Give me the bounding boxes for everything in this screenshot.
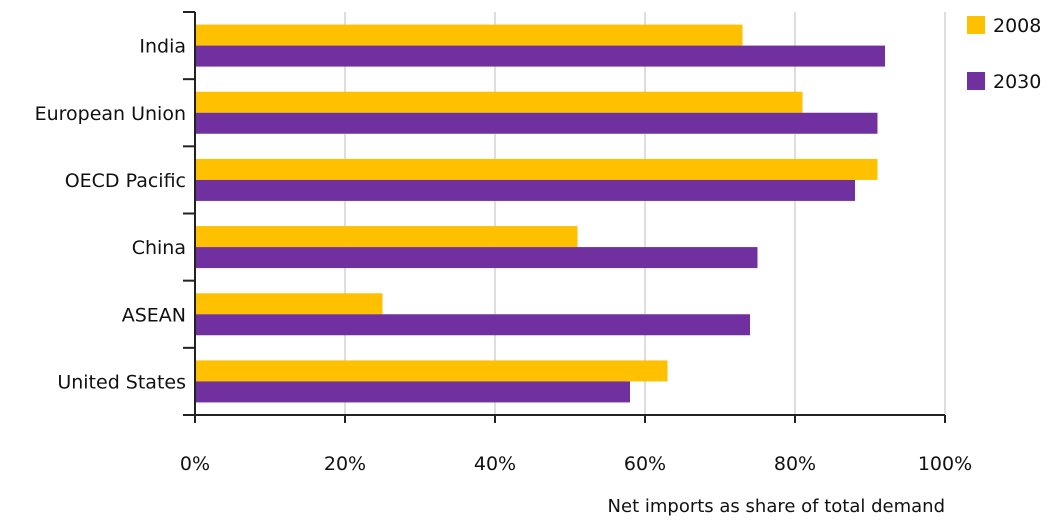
legend-swatch-2008 xyxy=(967,16,985,34)
tick-labels: 0% 20% 40% 60% 80% 100% xyxy=(180,453,972,475)
bar-2030 xyxy=(195,314,750,336)
x-tick-label: 100% xyxy=(918,453,972,475)
bar-2008 xyxy=(195,91,803,113)
gridlines xyxy=(344,12,946,415)
bar-2008 xyxy=(195,24,743,46)
x-tick-label: 80% xyxy=(774,453,816,475)
category-label: OECD Pacific xyxy=(65,170,186,192)
legend-swatch-2030 xyxy=(967,72,985,90)
bar-2008 xyxy=(195,293,383,315)
category-label: India xyxy=(139,36,186,58)
x-axis-title: Net imports as share of total demand xyxy=(608,496,945,517)
axes xyxy=(183,11,946,423)
x-tick-label: 0% xyxy=(180,453,210,475)
bar-2030 xyxy=(195,179,855,201)
bars xyxy=(195,24,885,403)
category-label: European Union xyxy=(35,103,186,125)
category-label: China xyxy=(132,237,186,259)
legend-label-2008: 2008 xyxy=(993,15,1041,37)
x-tick-label: 20% xyxy=(324,453,366,475)
bar-2008 xyxy=(195,360,668,382)
bar-2030 xyxy=(195,112,878,134)
legend: 2008 2030 xyxy=(967,15,1041,93)
bar-2008 xyxy=(195,158,878,180)
bar-2030 xyxy=(195,45,885,67)
category-label: United States xyxy=(57,371,186,393)
bar-2008 xyxy=(195,226,578,248)
category-label: ASEAN xyxy=(122,304,186,326)
bar-2030 xyxy=(195,381,630,403)
bar-2030 xyxy=(195,247,758,269)
x-tick-label: 60% xyxy=(624,453,666,475)
category-labels: India European Union OECD Pacific China ASEA… xyxy=(35,36,186,394)
legend-label-2030: 2030 xyxy=(993,71,1041,93)
x-tick-label: 40% xyxy=(474,453,516,475)
